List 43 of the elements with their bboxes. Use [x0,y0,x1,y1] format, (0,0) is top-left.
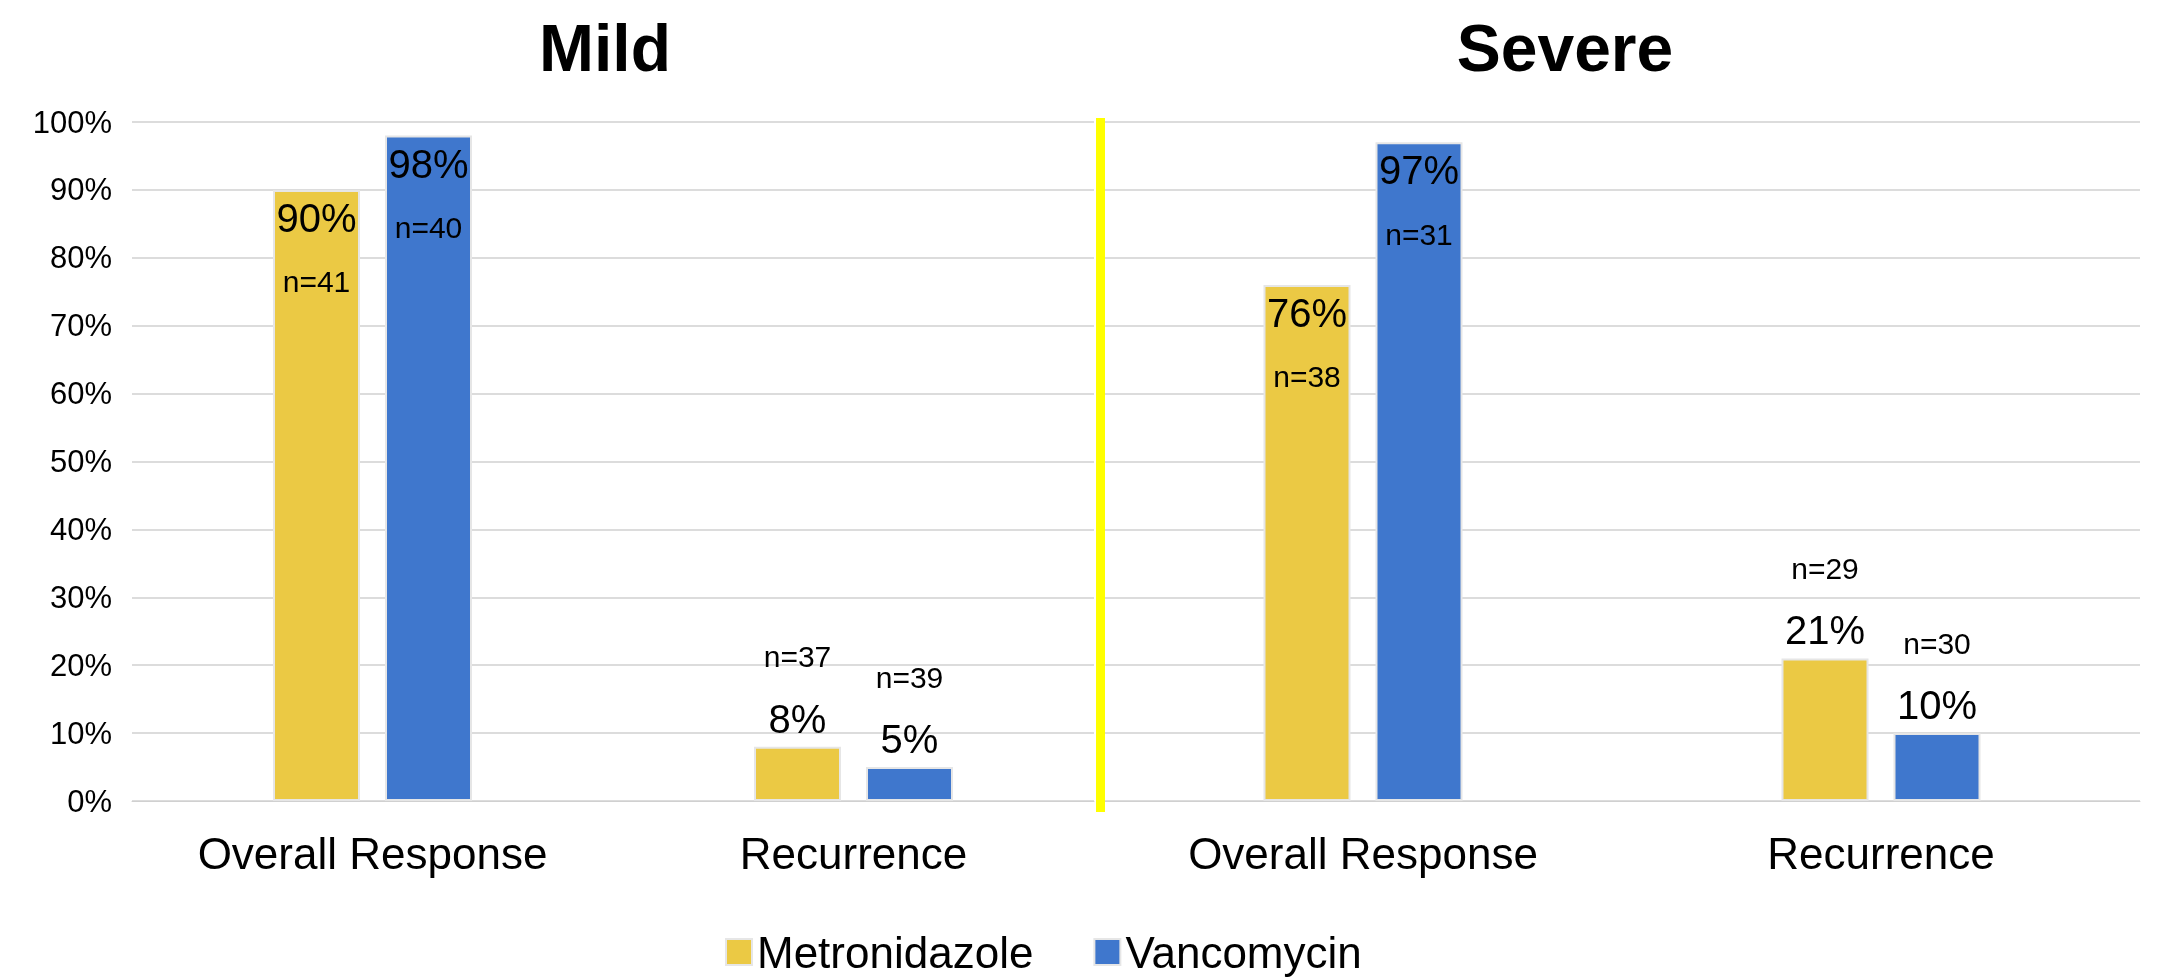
data-label: 10% [1896,683,1978,728]
data-label: 21% [1784,608,1866,653]
chart-title: Mild [539,11,671,85]
y-tick-label: 70% [49,308,112,344]
y-tick-label: 50% [49,444,112,479]
data-label: 97% [1378,148,1460,193]
bar [1263,284,1351,801]
data-label: 90% [276,195,357,240]
y-tick-label: 30% [49,579,112,615]
annotation: n=38 [1273,360,1341,394]
x-tick-label: Overall Response [197,828,548,878]
y-tick-label: 10% [49,715,112,751]
legend-label: Metronidazole [757,927,1034,977]
annotation: n=39 [875,660,944,694]
y-tick-label: 90% [49,172,112,208]
annotation: n=30 [1903,626,1971,660]
bar [754,746,841,801]
annotation: n=40 [394,211,463,245]
bar [1781,658,1869,801]
bar [385,135,472,801]
data-label: 5% [880,717,939,762]
annotation: n=31 [1385,217,1453,251]
y-tick-label: 40% [49,511,112,547]
chart-title: Severe [1456,11,1674,85]
bar [273,189,360,801]
y-tick-label: 20% [49,647,112,683]
bar [1893,733,1981,801]
data-label: 76% [1266,290,1348,335]
legend-label: Vancomycin [1125,927,1362,977]
bar [1375,142,1463,801]
y-tick-label: 100% [32,104,112,140]
y-tick-label: 0% [67,783,112,819]
x-tick-label: Recurrence [1767,828,1995,878]
y-tick-label: 60% [49,376,112,412]
y-tick-label: 80% [49,240,112,276]
annotation: n=29 [1791,551,1859,585]
annotation: n=37 [763,640,832,674]
bar [866,767,953,801]
annotation: n=41 [282,265,351,299]
data-label: 8% [768,696,827,741]
x-tick-label: Recurrence [739,828,968,878]
x-tick-label: Overall Response [1188,828,1538,878]
data-label: 98% [388,141,469,186]
